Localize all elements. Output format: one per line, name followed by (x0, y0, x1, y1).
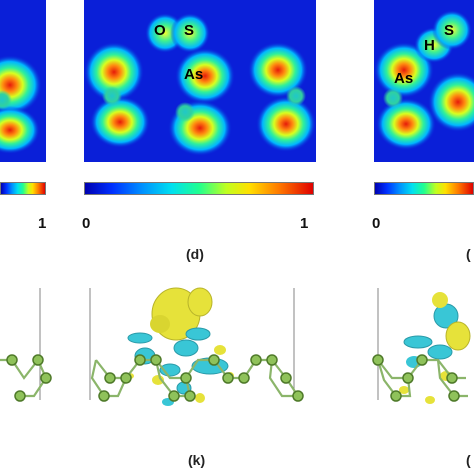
panel-label-k: (k) (188, 452, 206, 468)
panel-label-partial-bottom: ( (466, 452, 471, 468)
colorbar-middle-max-label: 1 (300, 215, 309, 232)
atom-label-as: As (394, 70, 414, 87)
colorbar-middle (84, 182, 314, 195)
colorbar-left (0, 182, 46, 195)
cell-boundaries (39, 288, 379, 400)
density-maps (0, 0, 474, 162)
atoms (6, 354, 460, 402)
map-right-partial (374, 0, 474, 162)
atom-label-h: H (424, 37, 435, 54)
atom-label-as: As (184, 66, 204, 83)
colorbar-right-min-label: 0 (372, 215, 381, 232)
atom-label-o: O (154, 22, 166, 39)
map-left-partial (0, 0, 46, 162)
colorbar-middle-min-label: 0 (82, 215, 91, 232)
panel-label-d: (d) (186, 246, 204, 262)
panel-label-partial-top: ( (466, 246, 471, 262)
colorbar-right (374, 182, 474, 195)
colorbar-left-max-label: 1 (38, 215, 47, 232)
charge-density-structures (0, 287, 471, 406)
atom-label-s: S (444, 22, 455, 39)
isosurfaces-right (399, 292, 471, 404)
map-middle (84, 0, 316, 162)
atom-label-s: S (184, 22, 195, 39)
isosurfaces-middle (126, 287, 234, 406)
